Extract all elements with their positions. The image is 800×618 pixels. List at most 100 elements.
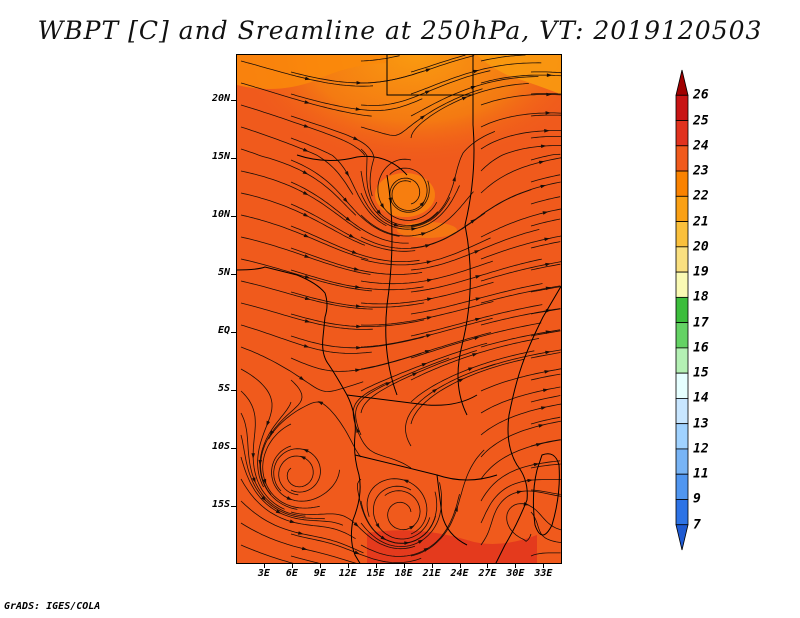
colorbar-cell — [675, 398, 689, 425]
streamline-arrow — [473, 69, 479, 74]
grads-credit: GrADS: IGES/COLA — [4, 601, 101, 612]
streamline — [506, 503, 561, 542]
streamline-arrow — [303, 344, 310, 348]
lat-tick — [231, 274, 236, 276]
streamline-arrow — [266, 420, 271, 427]
streamline-arrow — [542, 211, 549, 215]
streamline — [290, 555, 320, 563]
streamline-arrow — [419, 201, 425, 207]
colorbar-cell — [675, 372, 689, 399]
colorbar-label: 22 — [693, 188, 709, 204]
colorbar-cell — [675, 499, 689, 526]
madagascar-coastline — [532, 453, 560, 536]
streamline-arrow — [544, 370, 550, 374]
streamline-arrow — [474, 250, 480, 254]
streamline-arrow — [426, 278, 433, 283]
streamline-arrow — [303, 233, 310, 238]
streamline — [530, 552, 561, 557]
colorbar-cell — [675, 296, 689, 324]
streamline-arrow — [251, 453, 256, 459]
border-east-lakes — [457, 224, 471, 416]
streamline-arrow — [302, 170, 309, 175]
streamline-arrow — [424, 350, 431, 354]
streamline-arrow — [420, 232, 427, 236]
streamline-arrow — [286, 496, 293, 501]
border-sahel — [296, 154, 408, 176]
lon-tick — [375, 564, 377, 568]
streamline-arrow — [540, 406, 547, 410]
streamline-arrow — [467, 367, 474, 371]
colorbar-cell — [675, 221, 689, 248]
streamline — [530, 241, 561, 249]
streamline-arrow — [470, 218, 476, 224]
streamline — [530, 416, 561, 425]
wbpt-22-contour-northeast — [477, 55, 561, 95]
colorbar-arrow-bottom — [675, 524, 689, 551]
streamline — [530, 463, 561, 469]
lat-label-10n: 10N — [211, 209, 230, 221]
streamline — [530, 330, 561, 337]
border-east-north — [464, 95, 475, 226]
streamline — [240, 544, 294, 563]
streamline-arrow — [454, 506, 458, 512]
streamline-arrow — [355, 285, 361, 289]
streamline — [530, 218, 561, 227]
streamline-arrow — [546, 92, 552, 97]
streamline-arrow — [353, 522, 359, 528]
streamline-arrow — [540, 144, 547, 149]
streamline-arrow — [538, 160, 545, 165]
streamline-arrow — [544, 129, 550, 133]
streamline — [410, 55, 466, 73]
lon-label-18e: 18E — [394, 568, 413, 579]
streamline-arrow — [458, 378, 464, 383]
streamline-arrow — [304, 319, 311, 323]
lon-label-30e: 30E — [506, 568, 525, 579]
streamline-arrow — [545, 350, 551, 355]
streamline-arrow — [379, 203, 385, 209]
lat-label-eq: EQ — [217, 325, 230, 337]
streamline-arrow — [351, 250, 358, 254]
colorbar-cell — [675, 473, 689, 500]
lat-tick — [231, 158, 236, 160]
streamline-arrow — [536, 443, 542, 447]
streamline-arrow — [275, 509, 282, 514]
streamline-arrow — [546, 73, 553, 77]
streamline-arrow — [545, 286, 552, 291]
lon-label-24e: 24E — [450, 568, 469, 579]
streamline-arrow — [348, 233, 355, 238]
streamline-arrow — [423, 547, 430, 552]
streamline-arrow — [540, 184, 547, 189]
wbpt-22-contour-northwest — [237, 55, 387, 89]
lon-label-9e: 9E — [313, 568, 326, 579]
streamline — [361, 55, 475, 84]
lon-label-33e: 33E — [534, 568, 553, 579]
wbpt-warm-north-region — [237, 55, 561, 255]
streamline — [480, 208, 561, 238]
streamline-arrow — [303, 124, 310, 128]
streamline-arrow — [251, 477, 256, 484]
streamline-arrow — [342, 197, 348, 203]
border-south-3 — [436, 474, 468, 546]
streamline-arrow — [354, 550, 360, 555]
colorbar-label: 11 — [693, 466, 709, 482]
colorbar-label: 19 — [693, 264, 709, 280]
lat-label-10s: 10S — [211, 441, 230, 453]
colorbar-label: 17 — [693, 315, 709, 331]
lat-tick — [231, 216, 236, 218]
colorbar-cell — [675, 145, 689, 172]
streamline-arrow — [412, 372, 418, 377]
streamline — [530, 352, 561, 359]
colorbar-label: 21 — [693, 214, 709, 230]
streamline-arrow — [297, 531, 304, 535]
streamline-arrow — [355, 304, 362, 308]
border-north — [386, 55, 474, 96]
streamline-arrow — [380, 535, 387, 541]
colorbar-label: 7 — [693, 517, 701, 533]
lon-tick — [515, 564, 517, 568]
lon-label-21e: 21E — [422, 568, 441, 579]
streamline-arrow — [355, 368, 361, 373]
colorbar-cell — [675, 347, 689, 374]
streamline-arrow — [545, 111, 551, 115]
streamline-arrow — [356, 81, 362, 85]
streamline-arrow — [356, 427, 360, 433]
